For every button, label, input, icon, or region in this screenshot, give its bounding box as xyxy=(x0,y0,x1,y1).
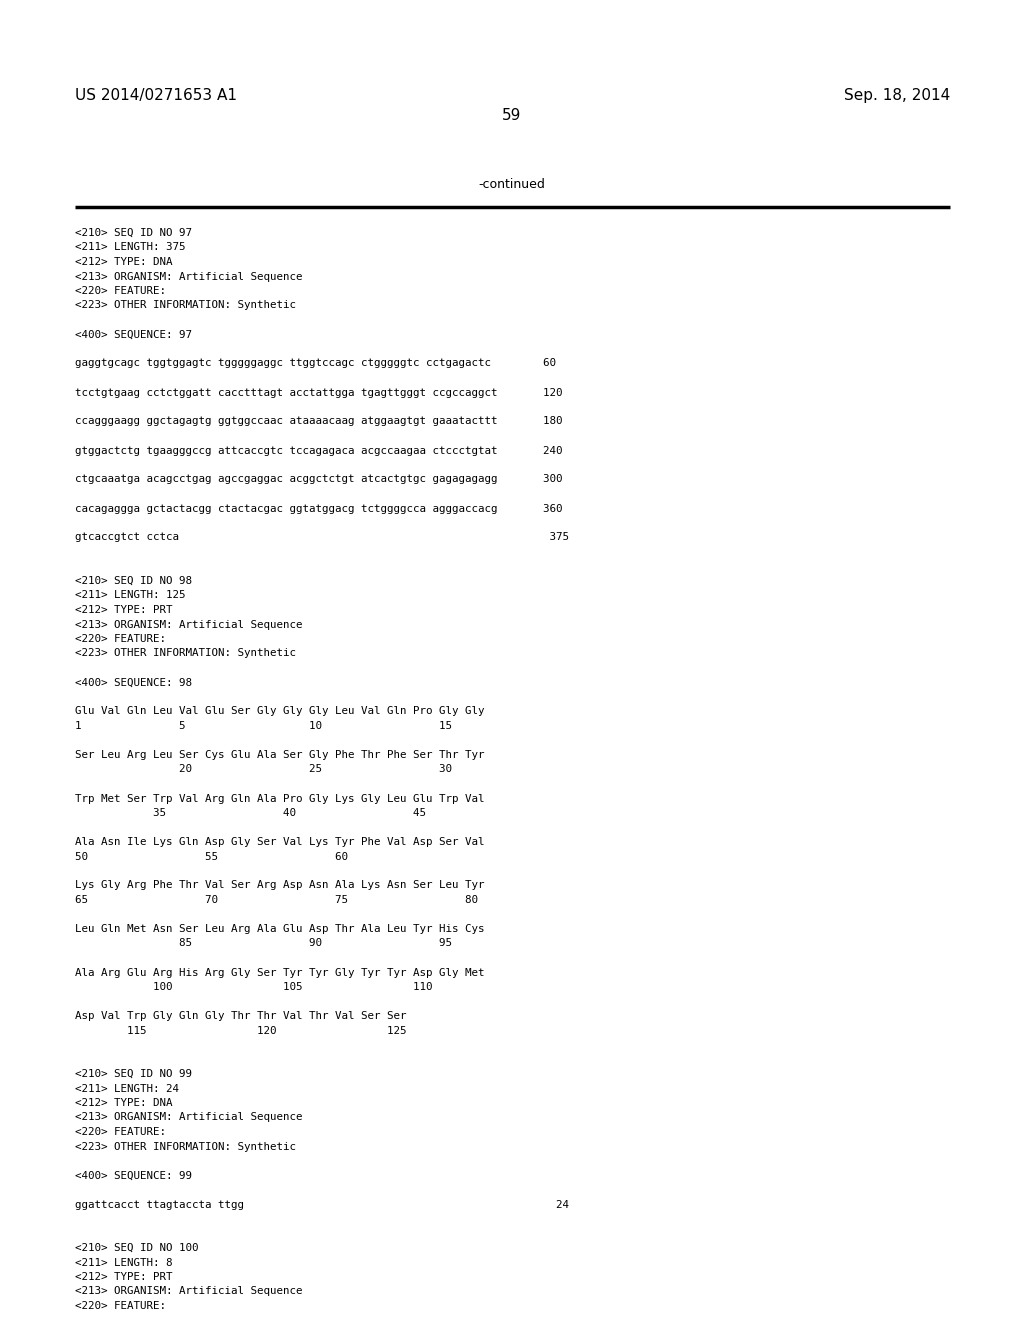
Text: Asp Val Trp Gly Gln Gly Thr Thr Val Thr Val Ser Ser: Asp Val Trp Gly Gln Gly Thr Thr Val Thr … xyxy=(75,1011,407,1020)
Text: <220> FEATURE:: <220> FEATURE: xyxy=(75,1302,166,1311)
Text: tcctgtgaag cctctggatt cacctttagt acctattgga tgagttgggt ccgccaggct       120: tcctgtgaag cctctggatt cacctttagt acctatt… xyxy=(75,388,562,397)
Text: Ala Asn Ile Lys Gln Asp Gly Ser Val Lys Tyr Phe Val Asp Ser Val: Ala Asn Ile Lys Gln Asp Gly Ser Val Lys … xyxy=(75,837,484,847)
Text: 1               5                   10                  15: 1 5 10 15 xyxy=(75,721,452,731)
Text: <210> SEQ ID NO 99: <210> SEQ ID NO 99 xyxy=(75,1069,193,1078)
Text: Glu Val Gln Leu Val Glu Ser Gly Gly Gly Leu Val Gln Pro Gly Gly: Glu Val Gln Leu Val Glu Ser Gly Gly Gly … xyxy=(75,706,484,717)
Text: <220> FEATURE:: <220> FEATURE: xyxy=(75,634,166,644)
Text: <212> TYPE: DNA: <212> TYPE: DNA xyxy=(75,1098,172,1107)
Text: 59: 59 xyxy=(503,108,521,123)
Text: <213> ORGANISM: Artificial Sequence: <213> ORGANISM: Artificial Sequence xyxy=(75,1113,302,1122)
Text: ctgcaaatga acagcctgag agccgaggac acggctctgt atcactgtgc gagagagagg       300: ctgcaaatga acagcctgag agccgaggac acggctc… xyxy=(75,474,562,484)
Text: ccagggaagg ggctagagtg ggtggccaac ataaaacaag atggaagtgt gaaatacttt       180: ccagggaagg ggctagagtg ggtggccaac ataaaac… xyxy=(75,417,562,426)
Text: 20                  25                  30: 20 25 30 xyxy=(75,764,452,775)
Text: <223> OTHER INFORMATION: Synthetic: <223> OTHER INFORMATION: Synthetic xyxy=(75,648,296,659)
Text: ggattcacct ttagtaccta ttgg                                                24: ggattcacct ttagtaccta ttgg 24 xyxy=(75,1200,569,1209)
Text: <210> SEQ ID NO 100: <210> SEQ ID NO 100 xyxy=(75,1243,199,1253)
Text: Trp Met Ser Trp Val Arg Gln Ala Pro Gly Lys Gly Leu Glu Trp Val: Trp Met Ser Trp Val Arg Gln Ala Pro Gly … xyxy=(75,793,484,804)
Text: -continued: -continued xyxy=(478,178,546,191)
Text: <211> LENGTH: 375: <211> LENGTH: 375 xyxy=(75,243,185,252)
Text: <223> OTHER INFORMATION: Synthetic: <223> OTHER INFORMATION: Synthetic xyxy=(75,1142,296,1151)
Text: <211> LENGTH: 24: <211> LENGTH: 24 xyxy=(75,1084,179,1093)
Text: cacagaggga gctactacgg ctactacgac ggtatggacg tctggggcca agggaccacg       360: cacagaggga gctactacgg ctactacgac ggtatgg… xyxy=(75,503,562,513)
Text: <210> SEQ ID NO 97: <210> SEQ ID NO 97 xyxy=(75,228,193,238)
Text: <211> LENGTH: 125: <211> LENGTH: 125 xyxy=(75,590,185,601)
Text: Sep. 18, 2014: Sep. 18, 2014 xyxy=(844,88,950,103)
Text: Lys Gly Arg Phe Thr Val Ser Arg Asp Asn Ala Lys Asn Ser Leu Tyr: Lys Gly Arg Phe Thr Val Ser Arg Asp Asn … xyxy=(75,880,484,891)
Text: <213> ORGANISM: Artificial Sequence: <213> ORGANISM: Artificial Sequence xyxy=(75,619,302,630)
Text: gtggactctg tgaagggccg attcaccgtc tccagagaca acgccaagaa ctccctgtat       240: gtggactctg tgaagggccg attcaccgtc tccagag… xyxy=(75,446,562,455)
Text: gtcaccgtct cctca                                                         375: gtcaccgtct cctca 375 xyxy=(75,532,569,543)
Text: US 2014/0271653 A1: US 2014/0271653 A1 xyxy=(75,88,237,103)
Text: gaggtgcagc tggtggagtc tgggggaggc ttggtccagc ctgggggtc cctgagactc        60: gaggtgcagc tggtggagtc tgggggaggc ttggtcc… xyxy=(75,359,556,368)
Text: <220> FEATURE:: <220> FEATURE: xyxy=(75,286,166,296)
Text: <212> TYPE: PRT: <212> TYPE: PRT xyxy=(75,605,172,615)
Text: <211> LENGTH: 8: <211> LENGTH: 8 xyxy=(75,1258,172,1267)
Text: Ser Leu Arg Leu Ser Cys Glu Ala Ser Gly Phe Thr Phe Ser Thr Tyr: Ser Leu Arg Leu Ser Cys Glu Ala Ser Gly … xyxy=(75,750,484,760)
Text: <210> SEQ ID NO 98: <210> SEQ ID NO 98 xyxy=(75,576,193,586)
Text: <400> SEQUENCE: 97: <400> SEQUENCE: 97 xyxy=(75,330,193,339)
Text: <223> OTHER INFORMATION: Synthetic: <223> OTHER INFORMATION: Synthetic xyxy=(75,301,296,310)
Text: 85                  90                  95: 85 90 95 xyxy=(75,939,452,949)
Text: <400> SEQUENCE: 98: <400> SEQUENCE: 98 xyxy=(75,677,193,688)
Text: 50                  55                  60: 50 55 60 xyxy=(75,851,348,862)
Text: 35                  40                  45: 35 40 45 xyxy=(75,808,426,818)
Text: Ala Arg Glu Arg His Arg Gly Ser Tyr Tyr Gly Tyr Tyr Asp Gly Met: Ala Arg Glu Arg His Arg Gly Ser Tyr Tyr … xyxy=(75,968,484,978)
Text: 115                 120                 125: 115 120 125 xyxy=(75,1026,407,1035)
Text: Leu Gln Met Asn Ser Leu Arg Ala Glu Asp Thr Ala Leu Tyr His Cys: Leu Gln Met Asn Ser Leu Arg Ala Glu Asp … xyxy=(75,924,484,935)
Text: <400> SEQUENCE: 99: <400> SEQUENCE: 99 xyxy=(75,1171,193,1180)
Text: <213> ORGANISM: Artificial Sequence: <213> ORGANISM: Artificial Sequence xyxy=(75,1287,302,1296)
Text: <212> TYPE: PRT: <212> TYPE: PRT xyxy=(75,1272,172,1282)
Text: <220> FEATURE:: <220> FEATURE: xyxy=(75,1127,166,1137)
Text: <212> TYPE: DNA: <212> TYPE: DNA xyxy=(75,257,172,267)
Text: <213> ORGANISM: Artificial Sequence: <213> ORGANISM: Artificial Sequence xyxy=(75,272,302,281)
Text: 100                 105                 110: 100 105 110 xyxy=(75,982,432,993)
Text: 65                  70                  75                  80: 65 70 75 80 xyxy=(75,895,478,906)
